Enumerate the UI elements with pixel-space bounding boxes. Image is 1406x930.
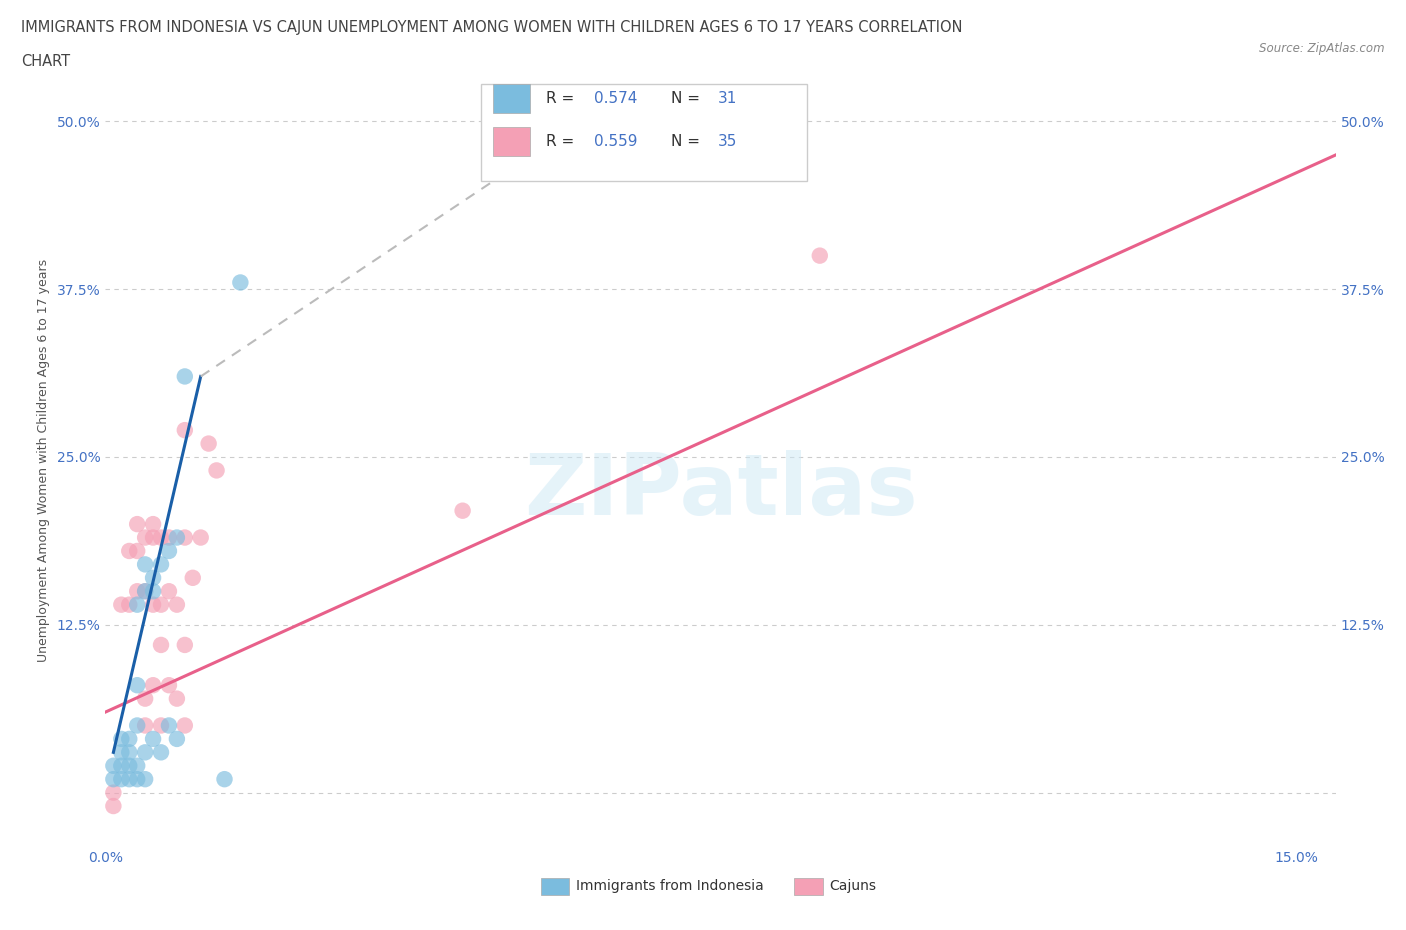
Point bbox=[190, 530, 212, 545]
Point bbox=[134, 718, 156, 733]
Point bbox=[103, 785, 125, 800]
Text: Cajuns: Cajuns bbox=[830, 879, 876, 894]
Y-axis label: Unemployment Among Women with Children Ages 6 to 17 years: Unemployment Among Women with Children A… bbox=[37, 259, 49, 662]
Text: Immigrants from Indonesia: Immigrants from Indonesia bbox=[576, 879, 765, 894]
Point bbox=[173, 718, 195, 733]
Point bbox=[150, 637, 173, 652]
Point bbox=[150, 718, 173, 733]
Point bbox=[157, 678, 180, 693]
Point bbox=[110, 758, 132, 773]
Point bbox=[118, 745, 141, 760]
Point bbox=[110, 772, 132, 787]
Point bbox=[214, 772, 236, 787]
Point bbox=[134, 691, 156, 706]
Point bbox=[103, 799, 125, 814]
Point bbox=[142, 678, 165, 693]
Point bbox=[181, 570, 204, 585]
Point bbox=[118, 543, 141, 558]
Text: 0.559: 0.559 bbox=[593, 134, 637, 149]
Point bbox=[110, 745, 132, 760]
Point bbox=[166, 732, 188, 747]
Point bbox=[142, 584, 165, 599]
Point bbox=[173, 637, 195, 652]
Point bbox=[127, 517, 149, 532]
Point bbox=[134, 772, 156, 787]
Text: IMMIGRANTS FROM INDONESIA VS CAJUN UNEMPLOYMENT AMONG WOMEN WITH CHILDREN AGES 6: IMMIGRANTS FROM INDONESIA VS CAJUN UNEMP… bbox=[21, 20, 963, 35]
Text: CHART: CHART bbox=[21, 54, 70, 69]
Text: 0.574: 0.574 bbox=[593, 91, 637, 106]
Point bbox=[127, 597, 149, 612]
Point bbox=[173, 369, 195, 384]
Point bbox=[142, 732, 165, 747]
Point bbox=[166, 597, 188, 612]
Point bbox=[118, 732, 141, 747]
Point bbox=[134, 584, 156, 599]
Point bbox=[150, 745, 173, 760]
Point bbox=[134, 745, 156, 760]
Point bbox=[808, 248, 831, 263]
FancyBboxPatch shape bbox=[494, 126, 530, 156]
Point bbox=[134, 584, 156, 599]
Point bbox=[150, 597, 173, 612]
Point bbox=[142, 517, 165, 532]
Point bbox=[118, 772, 141, 787]
Point bbox=[157, 718, 180, 733]
Point bbox=[451, 503, 474, 518]
Point bbox=[173, 423, 195, 438]
Point bbox=[127, 772, 149, 787]
Point bbox=[127, 678, 149, 693]
Point bbox=[127, 543, 149, 558]
Point bbox=[166, 530, 188, 545]
Point bbox=[157, 530, 180, 545]
Text: R =: R = bbox=[546, 134, 579, 149]
Point bbox=[229, 275, 252, 290]
Text: N =: N = bbox=[672, 91, 706, 106]
Point bbox=[127, 584, 149, 599]
Point bbox=[103, 758, 125, 773]
Text: 31: 31 bbox=[718, 91, 738, 106]
Point bbox=[118, 597, 141, 612]
Point bbox=[197, 436, 219, 451]
Point bbox=[157, 543, 180, 558]
Point bbox=[173, 530, 195, 545]
Point bbox=[142, 597, 165, 612]
Point bbox=[142, 570, 165, 585]
Point bbox=[142, 530, 165, 545]
Point bbox=[134, 557, 156, 572]
Text: ZIPatlas: ZIPatlas bbox=[523, 450, 918, 533]
FancyBboxPatch shape bbox=[494, 84, 530, 113]
Point bbox=[110, 597, 132, 612]
Point bbox=[118, 758, 141, 773]
Point bbox=[127, 758, 149, 773]
Point bbox=[127, 718, 149, 733]
Point bbox=[134, 530, 156, 545]
Point bbox=[110, 732, 132, 747]
Point bbox=[166, 691, 188, 706]
Text: Source: ZipAtlas.com: Source: ZipAtlas.com bbox=[1260, 42, 1385, 55]
Point bbox=[157, 584, 180, 599]
Point bbox=[205, 463, 228, 478]
Text: N =: N = bbox=[672, 134, 706, 149]
Point bbox=[150, 557, 173, 572]
Text: R =: R = bbox=[546, 91, 579, 106]
Text: 35: 35 bbox=[718, 134, 738, 149]
Point bbox=[150, 530, 173, 545]
FancyBboxPatch shape bbox=[481, 85, 807, 181]
Point bbox=[103, 772, 125, 787]
